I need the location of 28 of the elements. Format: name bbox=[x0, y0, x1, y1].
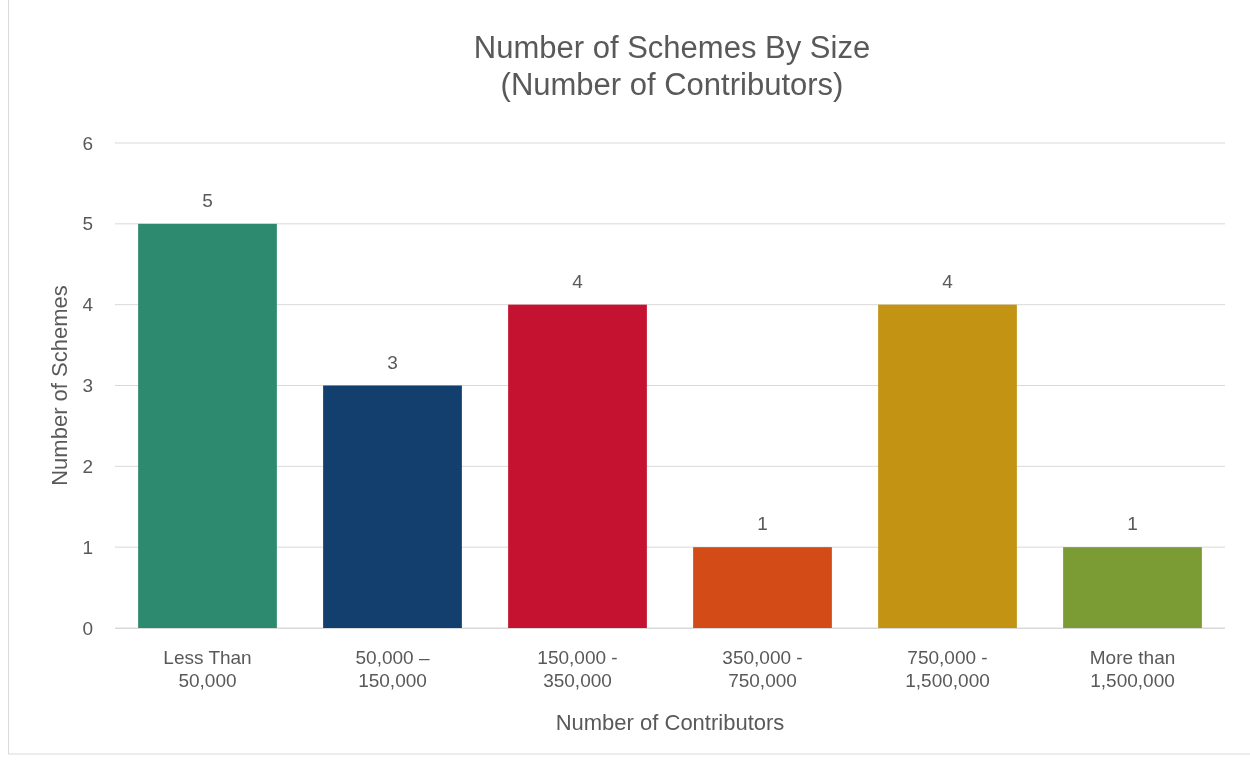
x-axis-title: Number of Contributors bbox=[555, 710, 785, 735]
bar bbox=[508, 304, 647, 628]
y-tick-label: 0 bbox=[82, 617, 93, 639]
data-label: 1 bbox=[1127, 513, 1138, 535]
y-tick-label: 3 bbox=[82, 375, 93, 397]
data-label: 4 bbox=[572, 270, 584, 292]
x-tick-label: 150,000 - 350,000 bbox=[537, 647, 618, 691]
bar bbox=[878, 304, 1017, 628]
y-tick-label: 4 bbox=[82, 294, 94, 316]
x-tick-label: More than 1,500,000 bbox=[1089, 647, 1176, 691]
y-tick-label: 1 bbox=[82, 536, 93, 558]
data-label: 3 bbox=[387, 351, 398, 373]
y-tick-label: 2 bbox=[82, 455, 93, 477]
bar bbox=[693, 547, 832, 628]
bar bbox=[323, 385, 462, 628]
y-axis-title: Number of Schemes bbox=[47, 285, 72, 486]
x-tick-label: 350,000 - 750,000 bbox=[722, 647, 803, 691]
bar bbox=[1063, 547, 1202, 628]
bar bbox=[138, 223, 277, 628]
x-tick-label: 50,000 – 150,000 bbox=[355, 647, 430, 691]
x-tick-label: 750,000 - 1,500,000 bbox=[905, 647, 990, 691]
data-label: 5 bbox=[202, 189, 213, 211]
data-label: 4 bbox=[942, 270, 954, 292]
y-tick-label: 6 bbox=[82, 132, 93, 154]
chart-title: Number of Schemes By Size (Number of Contributors) bbox=[473, 30, 871, 103]
data-label: 1 bbox=[757, 513, 768, 535]
x-tick-label: Less Than 50,000 bbox=[163, 647, 252, 691]
y-tick-label: 5 bbox=[82, 213, 93, 235]
